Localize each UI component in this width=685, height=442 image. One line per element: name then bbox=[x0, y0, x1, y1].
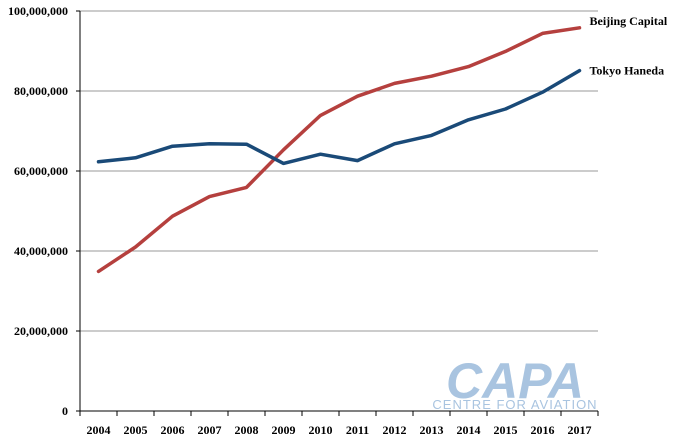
axes: 0 20,000,000 40,000,000 60,000,000 80,000,00… bbox=[8, 4, 599, 437]
x-tick-label: 2006 bbox=[161, 423, 185, 437]
x-tick-label: 2007 bbox=[198, 423, 222, 437]
y-tick-label: 80,000,000 bbox=[14, 84, 68, 98]
series-lines bbox=[96, 26, 582, 274]
y-tick-label: 20,000,000 bbox=[14, 324, 68, 338]
series-label-beijing-capital: Beijing Capital bbox=[590, 14, 668, 28]
y-tick-label: 60,000,000 bbox=[14, 164, 68, 178]
x-tick-label: 2005 bbox=[124, 423, 148, 437]
y-tick-label: 0 bbox=[62, 404, 68, 418]
x-tick-label: 2009 bbox=[272, 423, 296, 437]
gridlines bbox=[80, 10, 598, 332]
x-tick-label: 2017 bbox=[568, 423, 592, 437]
x-tick-label: 2008 bbox=[235, 423, 259, 437]
x-tick-label: 2016 bbox=[531, 423, 555, 437]
capa-watermark-logo: CAPA CENTRE FOR AVIATION bbox=[432, 353, 597, 412]
series-label-tokyo-haneda: Tokyo Haneda bbox=[590, 64, 665, 78]
watermark-tagline: CENTRE FOR AVIATION bbox=[432, 397, 597, 412]
x-tick-label: 2012 bbox=[383, 423, 407, 437]
x-tick-label: 2013 bbox=[420, 423, 444, 437]
x-tick-label: 2015 bbox=[494, 423, 518, 437]
watermark-logo-text: CAPA bbox=[446, 353, 584, 409]
x-tick-label: 2004 bbox=[87, 423, 111, 437]
y-tick-label: 100,000,000 bbox=[8, 4, 68, 18]
y-tick-label: 40,000,000 bbox=[14, 244, 68, 258]
x-tick-label: 2010 bbox=[309, 423, 333, 437]
x-tick-label: 2014 bbox=[457, 423, 481, 437]
series-line-beijing-capital bbox=[96, 26, 582, 274]
series-line-tokyo-haneda bbox=[96, 68, 582, 166]
series-labels: Beijing Capital Tokyo Haneda bbox=[590, 14, 668, 78]
x-tick-label: 2011 bbox=[346, 423, 369, 437]
